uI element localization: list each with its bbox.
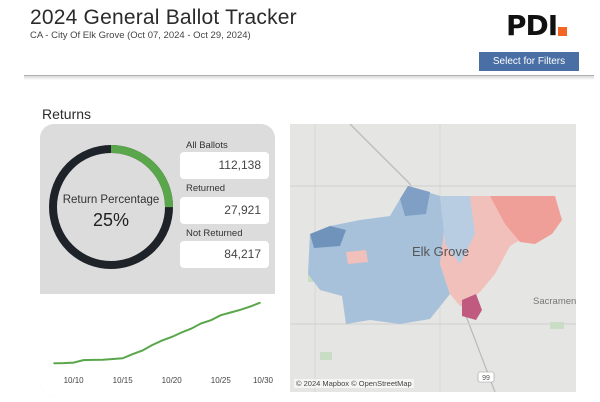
returns-data-point [112, 358, 114, 360]
header-shadow [24, 76, 594, 80]
map-park [320, 352, 332, 360]
x-tick-label: 10/30 [253, 376, 274, 385]
map-region-blue-mix [440, 196, 475, 264]
select-filters-button[interactable]: Select for Filters [479, 52, 579, 71]
returns-data-point [190, 327, 193, 330]
returns-data-point [141, 349, 144, 352]
gauge-label: Return Percentage [62, 194, 160, 206]
all-ballots-value: 112,138 [180, 152, 269, 179]
map-region-blue [308, 186, 450, 324]
returns-data-point [249, 305, 251, 308]
returns-data-point [239, 309, 242, 311]
returns-data-point [121, 357, 124, 360]
map-park [550, 322, 564, 329]
returns-data-point [220, 314, 222, 316]
x-tick-label: 10/10 [64, 376, 85, 385]
gauge-value: 25% [92, 210, 130, 230]
returns-trend-chart: 10/10 10/15 10/20 10/25 10/30 [40, 294, 275, 396]
returns-data-point [53, 362, 55, 365]
returns-data-point [210, 319, 212, 321]
map-region-pink-small [346, 250, 368, 264]
returns-series-line [53, 301, 261, 365]
map-city-label: Elk Grove [412, 244, 469, 259]
returns-data-point [92, 359, 94, 361]
x-tick-label: 10/15 [113, 376, 134, 385]
returns-data-point [102, 358, 104, 361]
returns-data-point [63, 362, 65, 364]
x-tick-label: 10/20 [162, 376, 183, 385]
returns-data-point [72, 361, 75, 364]
map-nearby-label: Sacramen [533, 296, 576, 307]
returns-data-point [151, 344, 153, 346]
highway-label: 99 [482, 375, 490, 382]
map-region-blue-dark [400, 186, 430, 216]
page-subtitle: CA - City Of Elk Grove (Oct 07, 2024 - O… [30, 30, 251, 41]
returned-label: Returned [186, 183, 226, 194]
returns-data-point [161, 339, 163, 342]
trend-chart-svg: 10/10 10/15 10/20 10/25 10/30 [53, 301, 274, 385]
return-percentage-gauge: Return Percentage 25% [46, 142, 176, 272]
pdi-logo: PDI [506, 9, 568, 42]
header: 2024 General Ballot Tracker CA - City Of… [0, 0, 600, 80]
page-title: 2024 General Ballot Tracker [30, 6, 297, 29]
returns-data-point [131, 353, 134, 355]
map-region-magenta [462, 294, 482, 320]
returns-data-point [200, 322, 202, 325]
map-svg: 99 Elk Grove Sacramen [290, 124, 576, 392]
header-divider [24, 75, 594, 76]
highway-shield-icon [477, 371, 495, 383]
returns-data-point [180, 331, 183, 334]
logo-text: PDI [506, 9, 558, 42]
x-tick-label: 10/25 [211, 376, 232, 385]
returned-value: 27,921 [180, 197, 269, 224]
returns-data-point [170, 336, 173, 338]
gauge-svg [49, 145, 173, 269]
returns-data-point [229, 311, 232, 314]
map-region-blue-dark [310, 226, 346, 248]
returns-section-title: Returns [42, 106, 92, 122]
not-returned-label: Not Returned [186, 228, 243, 239]
not-returned-value: 84,217 [180, 241, 269, 268]
logo-dot-icon [558, 27, 568, 36]
map-region-red [490, 196, 562, 244]
returns-card: Return Percentage 25% All Ballots 112,13… [40, 124, 275, 396]
returns-data-point [259, 301, 261, 304]
returns-data-point [82, 359, 85, 361]
all-ballots-label: All Ballots [186, 140, 228, 151]
map-attribution[interactable]: © 2024 Mapbox © OpenStreetMap [294, 379, 414, 388]
gauge-fill [49, 145, 173, 269]
precinct-map[interactable]: 99 Elk Grove Sacramen © 2024 Mapbox © Op… [290, 124, 576, 392]
